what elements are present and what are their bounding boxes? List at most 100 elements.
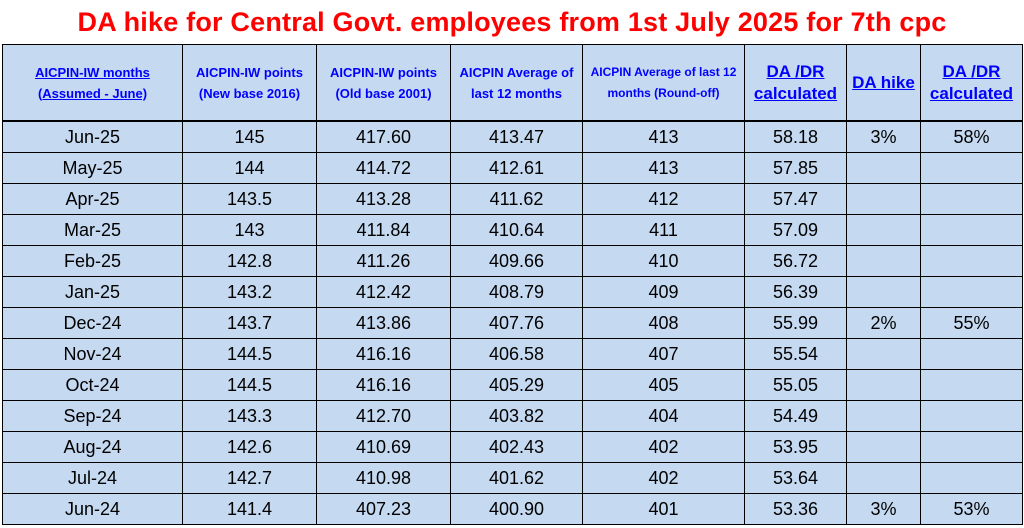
page-title: DA hike for Central Govt. employees from… [77, 7, 947, 37]
average-cell: 411.62 [450, 183, 583, 215]
da-hike-cell: 3% [846, 120, 921, 153]
da-final-cell [920, 431, 1023, 463]
da-hike-cell: 3% [846, 493, 921, 525]
average-cell: 400.90 [450, 493, 583, 525]
da-final-cell [920, 400, 1023, 432]
da-calculated-cell: 55.54 [744, 338, 847, 370]
points-old-cell: 412.42 [316, 276, 451, 308]
table-row: Oct-24 144.5 416.16 405.29 405 55.05 [2, 369, 1023, 401]
da-final-cell [920, 214, 1023, 246]
points-new-cell: 142.7 [182, 462, 317, 494]
average-rounded-cell: 402 [582, 462, 745, 494]
month-cell: Mar-25 [2, 214, 183, 246]
da-calculated-cell: 57.85 [744, 152, 847, 184]
month-cell: Jun-25 [2, 120, 183, 153]
da-hike-cell [846, 245, 921, 277]
da-final-cell [920, 152, 1023, 184]
month-cell: Aug-24 [2, 431, 183, 463]
month-cell: Jan-25 [2, 276, 183, 308]
da-calculated-cell: 56.39 [744, 276, 847, 308]
average-cell: 403.82 [450, 400, 583, 432]
da-calculated-cell: 55.99 [744, 307, 847, 339]
average-rounded-cell: 401 [582, 493, 745, 525]
average-cell: 413.47 [450, 120, 583, 153]
da-calculated-cell: 57.09 [744, 214, 847, 246]
average-rounded-cell: 412 [582, 183, 745, 215]
points-old-cell: 410.69 [316, 431, 451, 463]
da-hike-cell [846, 183, 921, 215]
da-final-cell: 53% [920, 493, 1023, 525]
table-row: Aug-24 142.6 410.69 402.43 402 53.95 [2, 431, 1023, 463]
da-hike-cell [846, 152, 921, 184]
da-calculated-cell: 55.05 [744, 369, 847, 401]
da-final-cell: 55% [920, 307, 1023, 339]
month-cell: Dec-24 [2, 307, 183, 339]
da-hike-cell [846, 400, 921, 432]
da-final-cell [920, 462, 1023, 494]
header-points-old-base: AICPIN-IW points (Old base 2001) [316, 44, 451, 122]
da-final-cell [920, 338, 1023, 370]
average-cell: 410.64 [450, 214, 583, 246]
table-row: Jan-25 143.2 412.42 408.79 409 56.39 [2, 276, 1023, 308]
da-calculated-cell: 57.47 [744, 183, 847, 215]
da-calculated-cell: 53.64 [744, 462, 847, 494]
table-row: Apr-25 143.5 413.28 411.62 412 57.47 [2, 183, 1023, 215]
points-old-cell: 416.16 [316, 369, 451, 401]
points-new-cell: 143.7 [182, 307, 317, 339]
da-final-cell [920, 369, 1023, 401]
points-new-cell: 142.6 [182, 431, 317, 463]
average-rounded-cell: 408 [582, 307, 745, 339]
points-new-cell: 141.4 [182, 493, 317, 525]
average-cell: 405.29 [450, 369, 583, 401]
average-cell: 409.66 [450, 245, 583, 277]
points-old-cell: 410.98 [316, 462, 451, 494]
da-hike-cell [846, 369, 921, 401]
header-months: AICPIN-IW months (Assumed - June) [2, 44, 183, 122]
average-rounded-cell: 413 [582, 120, 745, 153]
points-old-cell: 416.16 [316, 338, 451, 370]
table-row: Sep-24 143.3 412.70 403.82 404 54.49 [2, 400, 1023, 432]
month-cell: Oct-24 [2, 369, 183, 401]
table-row: Jun-24 141.4 407.23 400.90 401 53.36 3% 53% [2, 493, 1023, 525]
average-cell: 401.62 [450, 462, 583, 494]
da-final-cell: 58% [920, 120, 1023, 153]
month-cell: Nov-24 [2, 338, 183, 370]
da-hike-cell [846, 431, 921, 463]
header-average-rounded: AICPIN Average of last 12 months (Round-… [582, 44, 745, 122]
da-hike-cell [846, 462, 921, 494]
average-rounded-cell: 411 [582, 214, 745, 246]
average-rounded-cell: 402 [582, 431, 745, 463]
points-old-cell: 411.84 [316, 214, 451, 246]
da-final-cell [920, 245, 1023, 277]
da-final-cell [920, 183, 1023, 215]
points-new-cell: 143 [182, 214, 317, 246]
month-cell: Jul-24 [2, 462, 183, 494]
da-hike-cell [846, 338, 921, 370]
table-body: Jun-25 145 417.60 413.47 413 58.18 3% 58% May-25… [2, 120, 1023, 525]
month-cell: May-25 [2, 152, 183, 184]
month-cell: Feb-25 [2, 245, 183, 277]
table-row: Jun-25 145 417.60 413.47 413 58.18 3% 58% [2, 120, 1023, 153]
points-old-cell: 417.60 [316, 120, 451, 153]
month-cell: Jun-24 [2, 493, 183, 525]
points-new-cell: 144.5 [182, 369, 317, 401]
header-points-new-base: AICPIN-IW points (New base 2016) [182, 44, 317, 122]
points-new-cell: 144 [182, 152, 317, 184]
table-row: May-25 144 414.72 412.61 413 57.85 [2, 152, 1023, 184]
points-new-cell: 145 [182, 120, 317, 153]
average-cell: 408.79 [450, 276, 583, 308]
average-cell: 412.61 [450, 152, 583, 184]
average-rounded-cell: 407 [582, 338, 745, 370]
table-row: Dec-24 143.7 413.86 407.76 408 55.99 2% 55% [2, 307, 1023, 339]
header-average: AICPIN Average of last 12 months [450, 44, 583, 122]
da-hike-cell: 2% [846, 307, 921, 339]
average-cell: 406.58 [450, 338, 583, 370]
points-new-cell: 143.5 [182, 183, 317, 215]
average-rounded-cell: 409 [582, 276, 745, 308]
average-rounded-cell: 405 [582, 369, 745, 401]
da-calculated-cell: 53.95 [744, 431, 847, 463]
da-hike-cell [846, 276, 921, 308]
average-cell: 407.76 [450, 307, 583, 339]
header-da-final: DA /DR calculated [920, 44, 1023, 122]
table-row: Jul-24 142.7 410.98 401.62 402 53.64 [2, 462, 1023, 494]
